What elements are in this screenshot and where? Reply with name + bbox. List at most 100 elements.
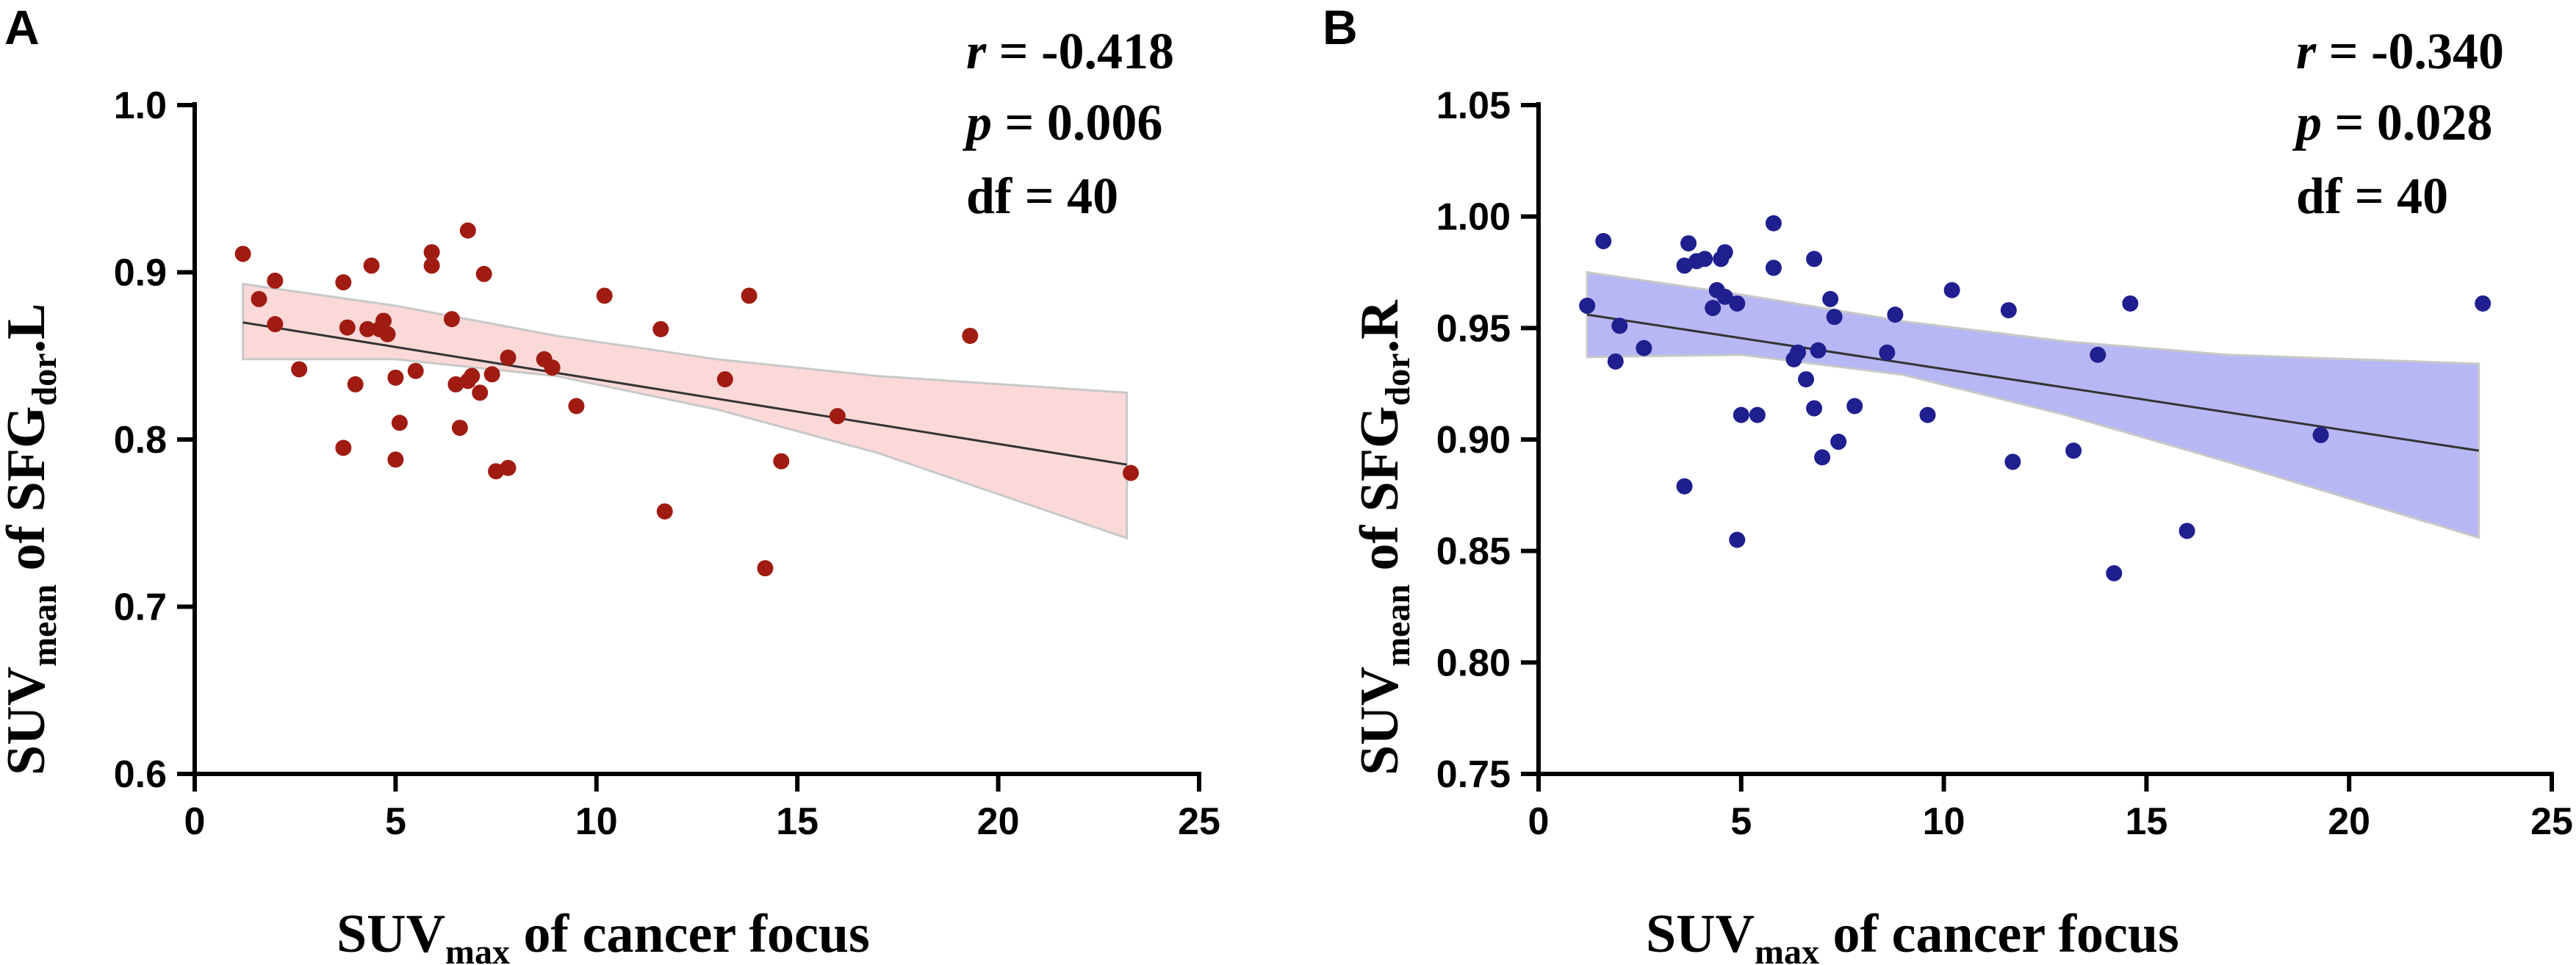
panel-b-data-point	[2090, 346, 2107, 363]
panel-b-ticks: 0 5 10 15 20 25 0.75 0.80 0.85 0.90 0.95 1.00 1.05	[1436, 85, 2573, 843]
panel-b-points	[1579, 215, 2492, 581]
panel-a-data-point	[267, 272, 284, 289]
panel-b-data-point	[1887, 306, 1904, 323]
panel-b-x-tick-label: 0	[1528, 800, 1550, 843]
panel-a-ylabel-sub2: dor	[25, 353, 64, 406]
panel-b-xlabel-sub: max	[1755, 933, 1819, 965]
panel-a-data-point	[443, 311, 460, 328]
panel-b-data-point	[2312, 426, 2329, 443]
panel-b-y-tick-label: 0.80	[1436, 642, 1511, 684]
panel-a-r-label: r	[966, 24, 987, 80]
panel-b-data-point	[1919, 406, 1936, 423]
panel-a-xlabel-main: SUV	[337, 904, 445, 964]
panel-a-ticks: 0 5 10 15 20 25 0.6 0.7 0.8 0.9 1.0	[114, 85, 1220, 843]
panel-a-data-point	[363, 257, 380, 274]
panel-a-data-point	[451, 420, 468, 437]
panel-a-y-tick-label: 0.7	[114, 586, 167, 629]
panel-a-data-point	[568, 398, 585, 415]
panel-a-df-stat: df = 40	[966, 168, 1118, 225]
panel-a-y-tick-label: 0.6	[114, 753, 167, 796]
panel-a-p-label: p	[963, 95, 992, 151]
panel-b-df-stat: df = 40	[2296, 168, 2448, 225]
panel-b-data-point	[2004, 453, 2021, 470]
panel-a-data-point	[741, 287, 758, 304]
panel-a-p-stat: p = 0.006	[963, 95, 1162, 151]
panel-b-data-point	[1806, 400, 1823, 417]
panel-a-data-point	[347, 376, 364, 392]
panel-a-data-point	[359, 320, 376, 337]
panel-a-y-tick-label: 0.8	[114, 419, 167, 462]
panel-a-data-point	[544, 359, 561, 376]
panel-b-data-point	[1611, 318, 1628, 334]
panel-a-data-point	[234, 245, 251, 262]
panel-b-y-tick-label: 1.00	[1436, 196, 1511, 239]
panel-b-xlabel-main: SUV	[1646, 904, 1755, 964]
panel-b-p-label: p	[2292, 95, 2322, 151]
panel-a-x-tick-label: 5	[385, 800, 406, 843]
panel-a-confidence-band	[242, 282, 1129, 540]
panel-b-letter: B	[1323, 0, 1358, 54]
panel-b: B 0 5 10 15 20 25 0.75 0.80 0.85 0.90 0.95 1.00 1.05…	[1323, 0, 2573, 965]
panel-a-data-point	[962, 327, 979, 344]
panel-a-x-axis-title: SUVmax of cancer focus	[337, 904, 870, 965]
panel-b-data-point	[1636, 340, 1652, 356]
panel-a-data-point	[459, 222, 476, 239]
panel-b-data-point	[1765, 259, 1782, 276]
panel-a-data-point	[472, 384, 489, 401]
panel-a-data-point	[464, 367, 481, 384]
panel-a: A 0 5 10 15 20 25 0.6 0.7 0.8 0.9 1.0 r = -0.418 p…	[0, 0, 1220, 965]
panel-a-regression-line	[242, 321, 1127, 466]
panel-a-r-stat: r = -0.418	[966, 24, 1174, 80]
panel-b-data-point	[1705, 300, 1721, 317]
panel-a-x-tick-label: 10	[575, 800, 618, 843]
panel-b-data-point	[2106, 565, 2123, 581]
panel-b-y-axis-title: SUVmean of SFGdor.R	[1350, 299, 1417, 775]
panel-a-data-point	[652, 320, 669, 337]
panel-b-data-point	[1790, 344, 1807, 361]
panel-a-data-point	[407, 362, 424, 379]
panel-b-data-point	[1826, 309, 1843, 326]
panel-a-data-point	[500, 459, 517, 476]
panel-a-data-point	[656, 503, 673, 520]
panel-b-data-point	[1595, 233, 1612, 250]
panel-b-data-point	[1579, 298, 1596, 314]
panel-b-x-tick-label: 20	[2328, 800, 2370, 843]
panel-b-x-axis-title: SUVmax of cancer focus	[1646, 904, 2179, 965]
panel-a-x-tick-label: 25	[1178, 800, 1220, 843]
panel-b-data-point	[1680, 235, 1697, 252]
panel-b-p-value: = 0.028	[2322, 95, 2492, 151]
panel-b-regression-line	[1586, 313, 2479, 452]
panel-a-p-value: = 0.006	[992, 95, 1162, 151]
panel-b-data-point	[1943, 281, 1960, 298]
panel-b-data-point	[1806, 251, 1823, 268]
panel-b-data-point	[1607, 353, 1624, 370]
panel-b-data-point	[2475, 295, 2492, 312]
panel-b-data-point	[1822, 290, 1839, 307]
panel-b-data-point	[1676, 257, 1693, 274]
panel-a-r-value: = -0.418	[986, 24, 1174, 80]
panel-a-data-point	[773, 453, 790, 470]
panel-b-data-point	[2122, 295, 2139, 312]
panel-a-data-point	[423, 244, 440, 261]
panel-b-ylabel-sub2: dor	[1378, 353, 1417, 406]
panel-a-data-point	[387, 369, 404, 386]
panel-b-data-point	[1846, 398, 1863, 415]
panel-b-data-point	[1716, 244, 1733, 261]
panel-b-p-stat: p = 0.028	[2292, 95, 2492, 151]
panel-b-data-point	[1733, 406, 1749, 423]
panel-b-data-point	[1879, 344, 1896, 361]
panel-b-x-tick-label: 5	[1730, 800, 1752, 843]
panel-a-data-point	[291, 361, 308, 378]
panel-a-data-point	[500, 349, 517, 366]
panel-a-data-point	[251, 290, 267, 307]
panel-b-data-point	[2065, 442, 2082, 459]
panel-b-x-tick-label: 15	[2125, 800, 2167, 843]
panel-b-data-point	[1729, 531, 1746, 548]
panel-a-ylabel-end: .L	[0, 304, 57, 354]
panel-a-y-tick-label: 1.0	[114, 85, 167, 127]
panel-b-r-value: = -0.340	[2316, 24, 2504, 80]
panel-b-r-label: r	[2296, 24, 2317, 80]
panel-a-data-point	[379, 326, 396, 342]
panel-a-xlabel-sub: max	[445, 933, 510, 965]
